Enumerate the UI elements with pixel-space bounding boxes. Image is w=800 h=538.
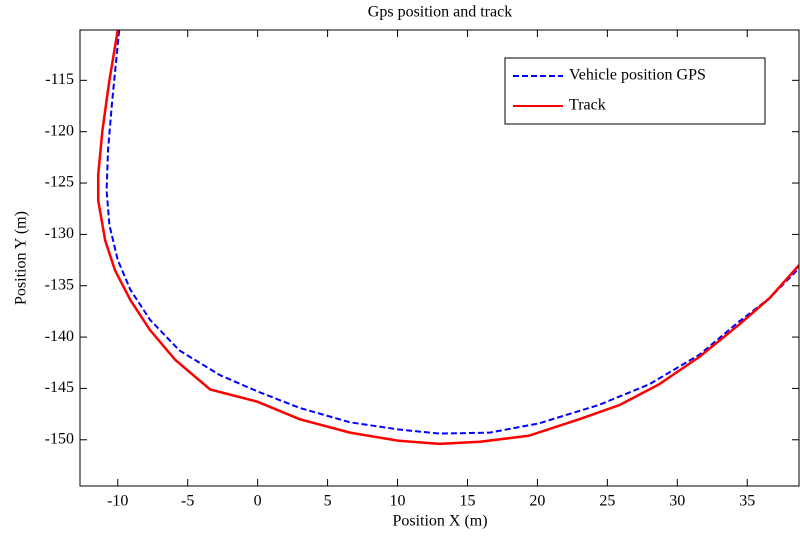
x-tick-label: 10 <box>390 493 406 510</box>
y-tick-label: -125 <box>45 174 74 191</box>
y-tick-label: -115 <box>45 71 74 88</box>
plot-frame <box>79 29 800 487</box>
chart-title: Gps position and track <box>368 4 512 21</box>
y-tick-label: -145 <box>45 379 74 396</box>
y-tick-label: -150 <box>45 430 74 447</box>
x-tick-label: -10 <box>107 493 128 510</box>
y-tick-label: -135 <box>45 276 74 293</box>
series-line <box>96 30 799 446</box>
series-line <box>105 30 799 435</box>
legend-label: Vehicle position GPS <box>569 67 706 84</box>
x-tick-label: 25 <box>599 493 615 510</box>
x-tick-label: -5 <box>181 493 194 510</box>
x-tick-label: 35 <box>739 493 755 510</box>
x-tick-label: 5 <box>324 493 332 510</box>
y-tick-label: -140 <box>45 328 74 345</box>
x-axis-label: Position X (m) <box>392 513 487 530</box>
legend-label: Track <box>569 97 606 114</box>
y-tick-label: -120 <box>45 122 74 139</box>
x-tick-label: 20 <box>529 493 545 510</box>
x-tick-label: 0 <box>254 493 262 510</box>
y-tick-label: -130 <box>45 225 74 242</box>
legend-box <box>504 57 766 125</box>
y-axis-label: Position Y (m) <box>13 211 30 305</box>
x-tick-label: 30 <box>669 493 685 510</box>
x-tick-label: 15 <box>459 493 475 510</box>
